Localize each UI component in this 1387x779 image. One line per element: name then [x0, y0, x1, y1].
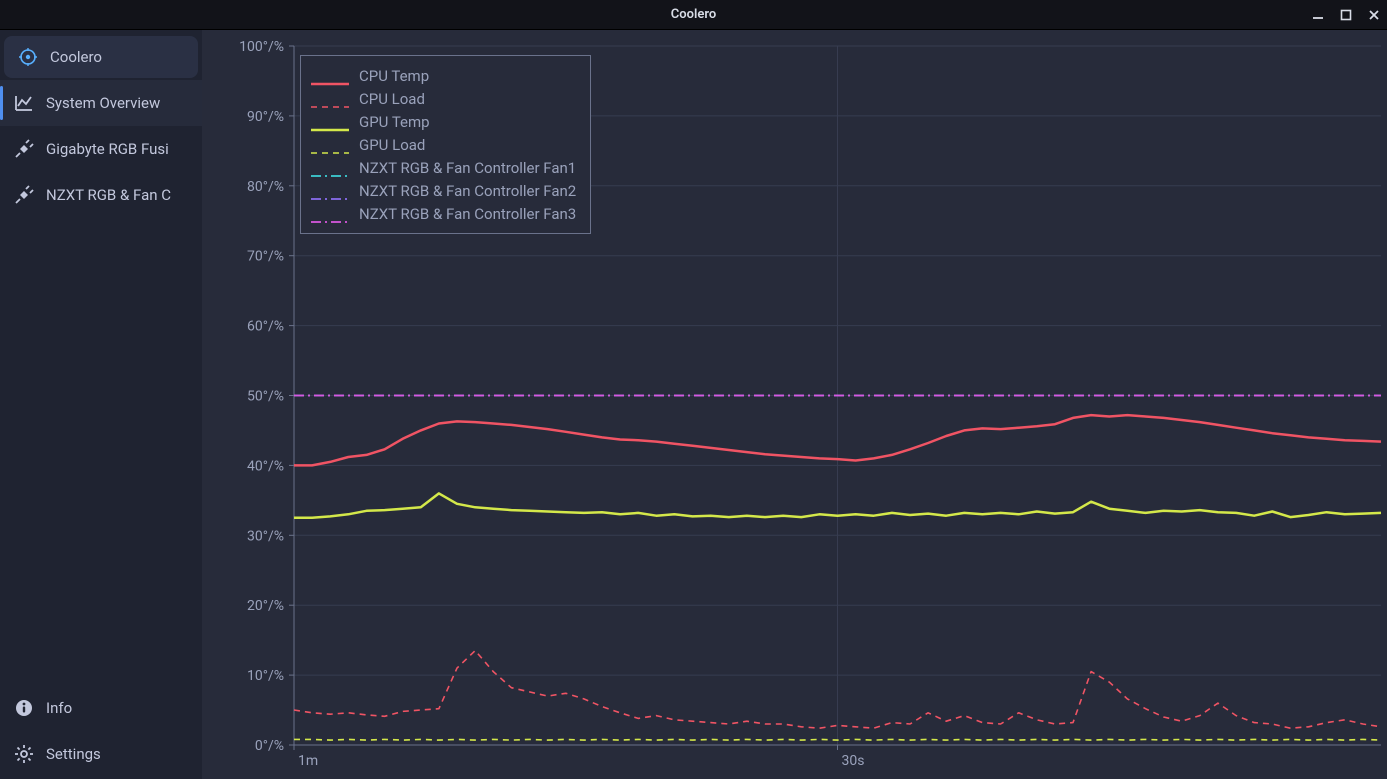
sidebar-item-label: Settings	[46, 745, 101, 763]
svg-text:60°/%: 60°/%	[247, 319, 284, 335]
sidebar: Coolero System Overview Gigabyte RGB Fusi N…	[0, 30, 202, 779]
minimize-icon[interactable]	[1311, 8, 1325, 22]
svg-text:80°/%: 80°/%	[247, 179, 284, 195]
legend-item: CPU Temp	[311, 64, 576, 87]
svg-text:1m: 1m	[298, 753, 318, 769]
svg-text:10°/%: 10°/%	[247, 668, 284, 684]
legend-item: CPU Load	[311, 87, 576, 110]
legend-item: GPU Temp	[311, 110, 576, 133]
svg-text:0°/%: 0°/%	[255, 738, 284, 754]
sidebar-item-label: Coolero	[50, 48, 102, 66]
sidebar-item-label: System Overview	[46, 94, 160, 112]
close-icon[interactable]	[1367, 8, 1381, 22]
sidebar-item-system-overview[interactable]: System Overview	[0, 80, 202, 126]
svg-text:40°/%: 40°/%	[247, 458, 284, 474]
legend-item: NZXT RGB & Fan Controller Fan1	[311, 156, 576, 179]
chart-legend: CPU Temp CPU Load GPU Temp GPU Load NZXT RGB…	[300, 55, 591, 234]
window-title: Coolero	[671, 7, 716, 22]
plug-icon	[14, 185, 34, 205]
sidebar-item-nzxt-rgb-fan-c[interactable]: NZXT RGB & Fan C	[0, 172, 202, 218]
svg-text:100°/%: 100°/%	[239, 39, 284, 55]
legend-label: GPU Load	[359, 136, 425, 154]
svg-text:30°/%: 30°/%	[247, 528, 284, 544]
legend-label: GPU Temp	[359, 113, 430, 131]
sidebar-item-info[interactable]: Info	[0, 685, 202, 731]
legend-label: CPU Load	[359, 90, 425, 108]
titlebar: Coolero	[0, 0, 1387, 30]
legend-label: NZXT RGB & Fan Controller Fan2	[359, 182, 576, 200]
svg-text:30s: 30s	[842, 753, 865, 769]
sidebar-item-coolero[interactable]: Coolero	[4, 36, 198, 78]
coolero-icon	[18, 47, 38, 67]
chart-area: 0°/% 10°/% 20°/% 30°/% 40°/% 50°/% 60°/% 70°/% 8…	[202, 30, 1387, 779]
sidebar-item-label: Info	[46, 699, 72, 717]
sidebar-item-label: NZXT RGB & Fan C	[46, 186, 171, 204]
svg-text:70°/%: 70°/%	[247, 249, 284, 265]
legend-label: CPU Temp	[359, 67, 429, 85]
plug-icon	[14, 139, 34, 159]
legend-item: NZXT RGB & Fan Controller Fan3	[311, 202, 576, 225]
maximize-icon[interactable]	[1339, 8, 1353, 22]
sidebar-item-gigabyte-rgb-fusi[interactable]: Gigabyte RGB Fusi	[0, 126, 202, 172]
svg-text:20°/%: 20°/%	[247, 598, 284, 614]
svg-text:50°/%: 50°/%	[247, 389, 284, 405]
legend-label: NZXT RGB & Fan Controller Fan1	[359, 159, 576, 177]
sidebar-item-label: Gigabyte RGB Fusi	[46, 140, 169, 158]
gear-icon	[14, 744, 34, 764]
chart-line-icon	[14, 93, 34, 113]
legend-item: NZXT RGB & Fan Controller Fan2	[311, 179, 576, 202]
sidebar-item-settings[interactable]: Settings	[0, 731, 202, 777]
legend-label: NZXT RGB & Fan Controller Fan3	[359, 205, 576, 223]
legend-item: GPU Load	[311, 133, 576, 156]
info-icon	[14, 698, 34, 718]
svg-text:90°/%: 90°/%	[247, 109, 284, 125]
